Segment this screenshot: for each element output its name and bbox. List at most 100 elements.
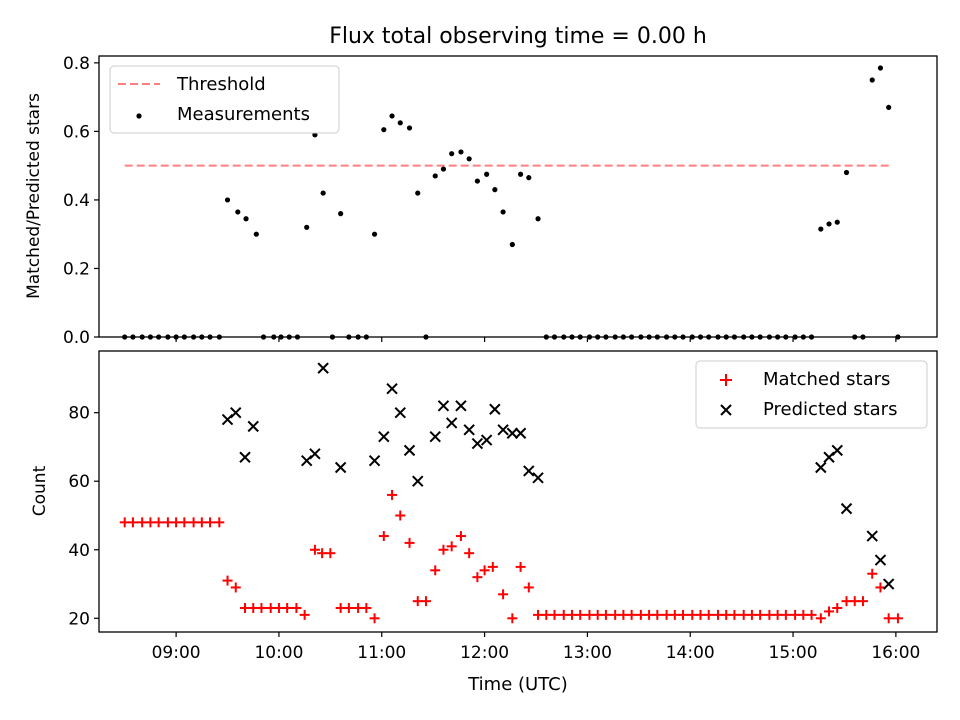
measurement-point bbox=[224, 197, 231, 203]
top-y-tick-label: 0.6 bbox=[63, 122, 90, 142]
predicted-star-point bbox=[840, 502, 853, 515]
matched-star-point bbox=[703, 609, 714, 620]
bottom-panel-marks bbox=[119, 362, 903, 624]
matched-star-point bbox=[291, 603, 302, 614]
measurement-point bbox=[406, 125, 413, 131]
bottom-legend: Matched stars Predicted stars bbox=[695, 360, 928, 429]
measurement-point bbox=[535, 216, 541, 222]
chart-title: Flux total observing time = 0.00 h bbox=[329, 24, 707, 49]
matched-star-point bbox=[652, 609, 663, 620]
legend-measurement-label: Measurements bbox=[177, 104, 310, 125]
predicted-star-point bbox=[239, 451, 251, 463]
x-tick-label: 15:00 bbox=[769, 643, 818, 663]
matched-star-point bbox=[472, 572, 483, 583]
matched-star-point bbox=[515, 561, 526, 572]
bottom-legend-box bbox=[695, 360, 928, 429]
bottom-y-tick-label: 40 bbox=[68, 541, 90, 561]
predicted-star-point bbox=[532, 472, 544, 484]
matched-star-point bbox=[729, 609, 740, 620]
measurement-point bbox=[397, 120, 403, 126]
predicted-star-point bbox=[445, 417, 458, 429]
measurement-point bbox=[371, 231, 378, 237]
measurement-point bbox=[509, 241, 515, 248]
predicted-star-point bbox=[368, 454, 381, 467]
bottom-y-tick-label: 80 bbox=[68, 404, 90, 424]
predicted-star-point bbox=[394, 406, 406, 419]
measurement-point bbox=[818, 226, 824, 232]
top-legend: Threshold Measurements bbox=[109, 65, 340, 134]
matched-star-point bbox=[867, 568, 878, 579]
predicted-star-point bbox=[309, 448, 321, 460]
predicted-star-point bbox=[386, 382, 398, 395]
measurement-point bbox=[517, 171, 524, 177]
measurement-point bbox=[877, 65, 884, 71]
matched-star-point bbox=[755, 609, 766, 620]
top-y-tick-label: 0.4 bbox=[63, 191, 90, 211]
legend-matched-label: Matched stars bbox=[763, 369, 890, 390]
matched-star-point bbox=[507, 613, 518, 624]
matched-star-point bbox=[256, 603, 267, 614]
measurement-point bbox=[381, 127, 387, 133]
predicted-star-point bbox=[317, 362, 329, 374]
predicted-star-point bbox=[866, 530, 878, 542]
matched-star-point bbox=[420, 596, 431, 607]
matched-star-point bbox=[179, 517, 190, 528]
matched-star-point bbox=[883, 613, 894, 624]
matched-star-point bbox=[875, 582, 886, 593]
top-panel-frame bbox=[98, 55, 938, 338]
matched-star-point bbox=[222, 575, 233, 586]
measurement-point bbox=[415, 190, 421, 196]
matched-star-point bbox=[600, 609, 611, 620]
top-panel: 0.00.20.40.60.8 Matched/Predicted stars … bbox=[24, 54, 938, 348]
bottom-panel-frame bbox=[98, 350, 938, 633]
predicted-star-point bbox=[230, 406, 242, 419]
top-y-axis-label: Matched/Predicted stars bbox=[24, 93, 44, 299]
x-tick-label: 13:00 bbox=[563, 643, 612, 663]
measurement-point bbox=[843, 169, 850, 176]
measurement-point bbox=[235, 209, 241, 215]
measurement-point bbox=[474, 178, 480, 184]
predicted-star-point bbox=[455, 400, 467, 412]
measurement-point bbox=[458, 149, 464, 155]
predicted-star-point bbox=[523, 465, 535, 477]
x-tick-label: 12:00 bbox=[460, 643, 509, 663]
matched-star-point bbox=[282, 603, 293, 614]
measurement-point bbox=[389, 113, 395, 119]
matched-star-point bbox=[205, 517, 216, 528]
measurement-point bbox=[253, 231, 259, 237]
legend-predicted-swatch bbox=[720, 404, 732, 416]
x-tick-label: 10:00 bbox=[254, 643, 303, 663]
x-tick-label: 09:00 bbox=[152, 643, 201, 663]
top-x-ticks bbox=[175, 337, 897, 342]
top-legend-box bbox=[109, 65, 340, 134]
measurement-point bbox=[440, 166, 447, 172]
legend-threshold-label: Threshold bbox=[176, 74, 266, 95]
top-y-tick-label: 0.2 bbox=[63, 259, 90, 279]
matched-star-point bbox=[857, 596, 868, 607]
measurement-point bbox=[432, 173, 438, 179]
measurement-point bbox=[834, 219, 840, 225]
predicted-star-point bbox=[437, 400, 450, 412]
predicted-star-point bbox=[471, 437, 484, 450]
measurement-point bbox=[320, 190, 326, 196]
bottom-y-tick-label: 20 bbox=[68, 609, 90, 629]
predicted-star-point bbox=[815, 461, 827, 474]
measurement-point bbox=[492, 187, 498, 193]
predicted-star-point bbox=[480, 434, 493, 446]
measurement-point bbox=[304, 224, 310, 230]
matched-star-point bbox=[815, 613, 826, 624]
predicted-star-point bbox=[429, 430, 441, 443]
predicted-star-point bbox=[403, 444, 416, 457]
matched-star-point bbox=[487, 561, 498, 572]
matched-star-point bbox=[523, 582, 534, 593]
predicted-star-point bbox=[489, 403, 501, 415]
matched-star-point bbox=[395, 510, 406, 521]
matched-star-point bbox=[325, 548, 336, 559]
matched-star-point bbox=[479, 565, 490, 576]
legend-predicted-label: Predicted stars bbox=[763, 399, 897, 420]
top-y-tick-label: 0.8 bbox=[63, 54, 90, 74]
predicted-star-point bbox=[412, 475, 424, 487]
bottom-y-tick-label: 60 bbox=[68, 472, 90, 492]
bottom-y-axis-label: Count bbox=[30, 465, 50, 516]
matched-star-point bbox=[378, 531, 389, 542]
